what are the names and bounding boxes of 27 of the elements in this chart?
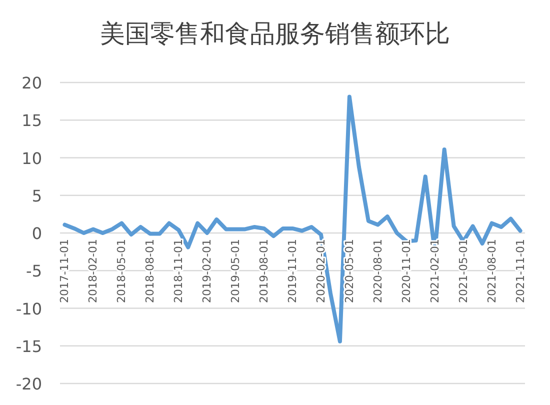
y-tick-label: -5	[26, 262, 42, 281]
x-tick-label: 2018-08-01	[144, 239, 157, 303]
x-tick-label: 2018-05-01	[115, 239, 128, 303]
y-tick-label: -15	[16, 336, 42, 356]
x-tick-label: 2019-08-01	[258, 239, 271, 303]
y-tick-label: -10	[16, 299, 42, 318]
y-tick-label: 20	[22, 74, 42, 92]
x-tick-label: 2021-02-01	[428, 239, 442, 303]
x-tick-label: 2021-08-01	[485, 239, 498, 303]
x-tick-label: 2019-11-01	[286, 239, 299, 303]
y-tick-label: 10	[22, 148, 42, 168]
x-tick-label: 2021-11-01	[514, 239, 527, 303]
y-tick-label: 5	[32, 186, 42, 206]
x-tick-label: 2019-02-01	[200, 239, 214, 303]
x-tick-label: 2020-11-01	[400, 239, 413, 303]
y-tick-label: 0	[32, 224, 42, 243]
chart-title: 美国零售和食品服务销售额环比	[100, 19, 450, 48]
x-tick-label: 2018-02-01	[86, 239, 100, 303]
x-tick-label: 2020-05-01	[342, 239, 356, 303]
y-tick-label: -20	[16, 374, 42, 394]
x-tick-label: 2018-11-01	[172, 239, 186, 303]
x-tick-label: 2017-11-01	[58, 239, 72, 303]
x-tick-label: 2020-02-01	[314, 239, 328, 303]
y-tick-label: 15	[22, 111, 42, 130]
x-tick-label: 2019-05-01	[229, 239, 242, 303]
x-tick-label: 2021-05-01	[456, 239, 470, 303]
x-tick-label: 2020-08-01	[371, 239, 384, 303]
